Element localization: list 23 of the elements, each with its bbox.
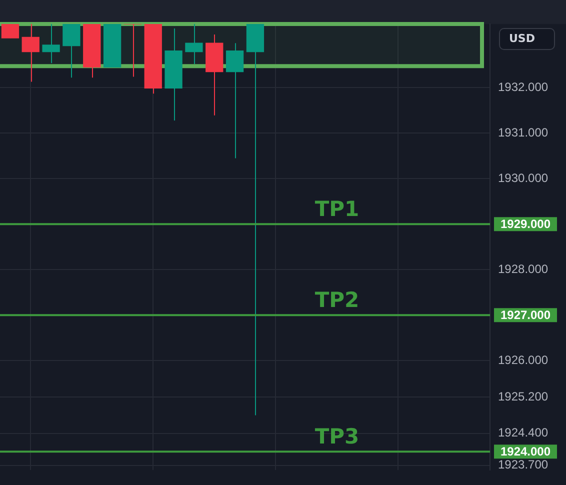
y-tick-label: 1926.000 (498, 352, 548, 367)
y-tick-label: 1932.000 (498, 80, 548, 94)
y-axis-title: USD (499, 28, 555, 50)
y-tick-label: 1928.000 (498, 262, 548, 276)
text: 1924.000 (500, 444, 551, 458)
text: 1929.000 (500, 216, 551, 231)
y-tick-label: 1924.400 (498, 426, 548, 440)
candlestick (124, 24, 142, 78)
candlestick (62, 24, 80, 78)
candlestick (42, 24, 60, 64)
candlestick (1, 24, 20, 39)
y-tick-label: 1930.000 (498, 170, 548, 185)
candlestick (22, 24, 40, 82)
ref-line-label: TP2 (314, 288, 360, 312)
candlestick (246, 24, 264, 416)
y-tick-label: 1925.200 (498, 389, 548, 404)
candlestick (226, 42, 244, 159)
ref-line-label: TP1 (314, 197, 360, 222)
candlestick (185, 24, 203, 65)
ref-line-label: TP3 (314, 424, 360, 449)
y-tick-label: 1931.000 (498, 125, 548, 140)
text: 1927.000 (500, 308, 551, 322)
y-tick-label: 1923.700 (498, 458, 548, 472)
